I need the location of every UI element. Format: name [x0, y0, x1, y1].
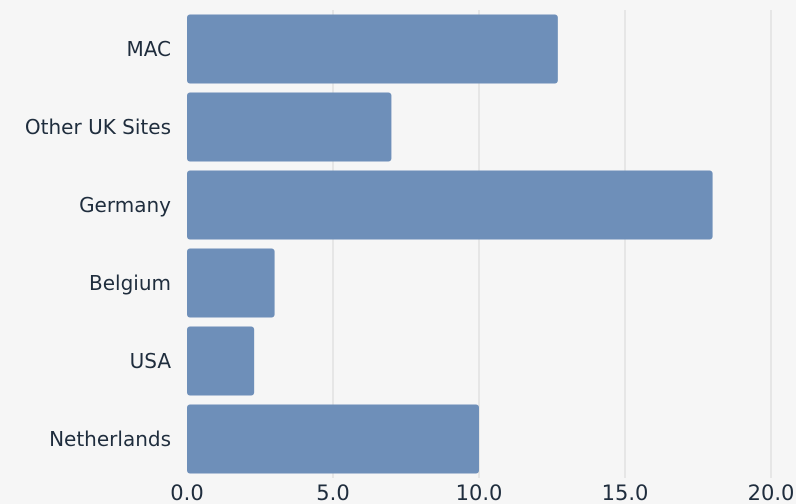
x-tick-label: 0.0 [170, 481, 203, 504]
bar-usa [187, 326, 255, 396]
category-label: Belgium [89, 271, 171, 295]
x-tick-label: 15.0 [602, 481, 649, 504]
category-label: Netherlands [49, 427, 171, 451]
bar-netherlands [187, 404, 479, 474]
gridlines [332, 10, 772, 478]
bars [187, 14, 713, 474]
category-label: Germany [79, 193, 171, 217]
category-label: MAC [126, 37, 171, 61]
bar-mac [187, 14, 558, 84]
x-tick-label: 5.0 [316, 481, 349, 504]
value-axis: 0.0 5.0 10.0 15.0 20.0 [170, 481, 794, 504]
category-label: Other UK Sites [25, 115, 171, 139]
bar-belgium [187, 248, 275, 318]
category-axis: MAC Other UK Sites Germany Belgium USA Nether… [25, 37, 171, 451]
x-tick-label: 10.0 [456, 481, 503, 504]
bar-other-uk-sites [187, 92, 392, 162]
category-label: USA [130, 349, 172, 373]
x-tick-label: 20.0 [748, 481, 795, 504]
bar-germany [187, 170, 713, 240]
